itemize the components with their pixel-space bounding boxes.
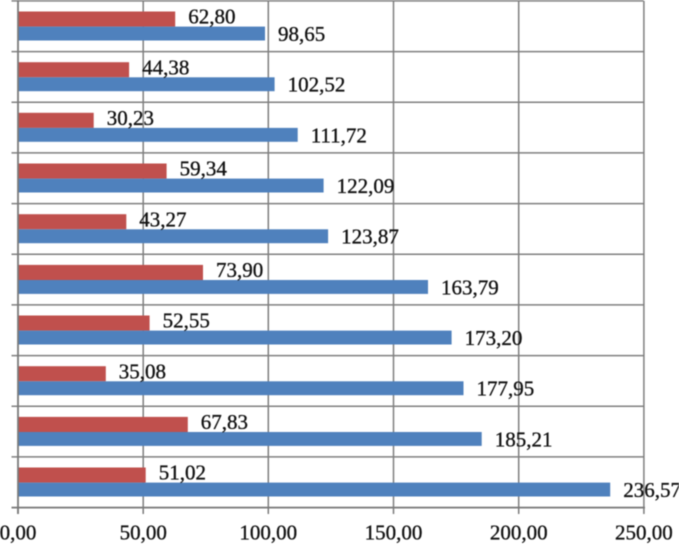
svg-text:111,72: 111,72 bbox=[311, 123, 367, 147]
svg-text:177,95: 177,95 bbox=[477, 377, 535, 401]
svg-text:98,65: 98,65 bbox=[278, 22, 325, 46]
svg-text:35,08: 35,08 bbox=[119, 359, 166, 383]
svg-text:73,90: 73,90 bbox=[216, 258, 263, 282]
svg-text:163,79: 163,79 bbox=[441, 275, 499, 299]
svg-text:62,80: 62,80 bbox=[188, 5, 235, 29]
svg-text:200,00: 200,00 bbox=[490, 521, 548, 544]
svg-text:0,00: 0,00 bbox=[0, 521, 36, 544]
svg-text:43,27: 43,27 bbox=[139, 207, 186, 231]
svg-text:122,09: 122,09 bbox=[337, 174, 395, 198]
svg-text:150,00: 150,00 bbox=[365, 521, 423, 544]
svg-text:52,55: 52,55 bbox=[163, 309, 210, 333]
svg-text:50,00: 50,00 bbox=[120, 521, 167, 544]
svg-text:30,23: 30,23 bbox=[107, 106, 154, 130]
svg-text:250,00: 250,00 bbox=[615, 521, 673, 544]
svg-text:59,34: 59,34 bbox=[180, 157, 228, 181]
svg-text:44,38: 44,38 bbox=[142, 55, 189, 79]
svg-text:67,83: 67,83 bbox=[201, 410, 248, 434]
svg-text:236,57: 236,57 bbox=[623, 478, 679, 502]
svg-text:102,52: 102,52 bbox=[288, 73, 346, 97]
svg-text:123,87: 123,87 bbox=[341, 225, 399, 249]
svg-text:185,21: 185,21 bbox=[495, 427, 553, 451]
svg-text:100,00: 100,00 bbox=[239, 521, 297, 544]
svg-text:51,02: 51,02 bbox=[159, 461, 206, 485]
svg-text:173,20: 173,20 bbox=[465, 326, 523, 350]
